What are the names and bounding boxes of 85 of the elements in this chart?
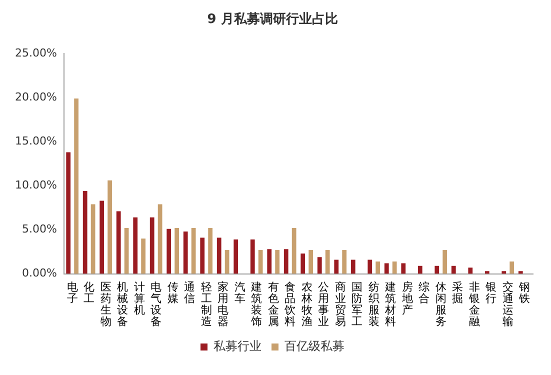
x-tick-label: 农林牧渔 <box>300 280 312 328</box>
bar <box>216 238 222 274</box>
bar <box>108 180 112 274</box>
bar <box>468 268 473 274</box>
x-tick-label: 计算机 <box>134 280 145 317</box>
x-tick-label: 非银金融 <box>468 280 480 328</box>
bar <box>74 98 78 274</box>
bar <box>510 261 514 274</box>
x-tick-label: 纺织服装 <box>368 280 380 328</box>
x-tick-label: 采掘 <box>452 280 464 305</box>
bar <box>325 250 330 274</box>
bar <box>317 257 322 274</box>
bar <box>191 228 196 274</box>
x-tick-label: 综合 <box>418 280 430 305</box>
bar <box>518 271 523 274</box>
bar <box>183 232 188 274</box>
bar <box>224 250 230 274</box>
bar <box>292 228 296 274</box>
bar <box>392 261 397 274</box>
x-tick-label: 通信 <box>184 280 196 305</box>
bar <box>208 228 212 274</box>
bar <box>150 217 154 274</box>
bar <box>166 228 172 274</box>
x-tick-label: 医药生物 <box>100 280 112 328</box>
bar <box>502 271 506 274</box>
bar <box>267 249 272 274</box>
bar <box>401 263 406 274</box>
x-tick-label: 建筑装饰 <box>250 280 262 328</box>
x-tick-label: 交通运输 <box>502 280 514 328</box>
bar <box>158 204 162 274</box>
bar <box>442 250 448 274</box>
bar <box>174 228 179 274</box>
bar <box>275 250 280 274</box>
bar <box>342 250 347 274</box>
x-tick-label: 建筑材料 <box>384 280 396 328</box>
x-tick-label: 房地产 <box>400 280 413 317</box>
bar <box>124 228 129 274</box>
y-tick-label: 25.00% <box>14 46 57 60</box>
bar <box>90 204 96 274</box>
bar <box>334 260 339 274</box>
chart-title: 9 月私募调研行业占比 <box>207 12 338 28</box>
bar <box>116 211 121 274</box>
bar <box>300 254 306 274</box>
bar <box>418 266 422 274</box>
bar <box>384 263 389 274</box>
y-tick-label: 10.00% <box>14 178 57 192</box>
bar <box>484 271 490 274</box>
bar <box>66 152 71 274</box>
x-tick-label: 公用事业 <box>318 280 330 328</box>
x-tick-label: 休闲服务 <box>435 280 446 328</box>
x-tick-label: 轻工制造 <box>200 280 212 328</box>
x-tick-label: 银行 <box>484 280 497 305</box>
x-tick-label: 商业贸易 <box>334 280 346 328</box>
x-tick-label: 有色金属 <box>268 280 279 328</box>
y-tick-label: 20.00% <box>14 90 57 104</box>
bar <box>133 217 138 274</box>
y-tick-label: 5.00% <box>22 222 57 236</box>
bar <box>350 260 356 274</box>
x-tick-label: 家用电器 <box>218 280 229 328</box>
x-tick-label: 传媒 <box>167 280 178 305</box>
x-tick-label: 国防军工 <box>352 280 363 328</box>
bar <box>451 266 456 274</box>
x-tick-label: 钢铁 <box>518 280 530 305</box>
bar <box>82 191 88 274</box>
y-tick-label: 15.00% <box>14 134 57 148</box>
x-tick-label: 电子 <box>66 280 78 305</box>
bar <box>141 238 146 274</box>
bar <box>200 238 205 274</box>
bar <box>250 239 255 274</box>
bar <box>234 239 238 274</box>
x-tick-label: 汽车 <box>234 280 246 305</box>
bar <box>434 266 440 274</box>
bar <box>376 261 380 274</box>
y-tick-label: 0.00% <box>22 266 57 280</box>
bar <box>258 250 263 274</box>
x-tick-label: 机械设备 <box>117 280 128 328</box>
x-tick-label: 电气设备 <box>150 280 162 328</box>
x-tick-label: 食品饮料 <box>284 280 296 328</box>
legend-label: 百亿级私募 <box>284 339 344 354</box>
bar <box>308 250 314 274</box>
x-tick-label: 化工 <box>84 280 95 305</box>
bar <box>284 249 288 274</box>
bar <box>100 200 104 274</box>
bar <box>368 260 372 274</box>
legend-label: 私募行业 <box>214 339 262 354</box>
